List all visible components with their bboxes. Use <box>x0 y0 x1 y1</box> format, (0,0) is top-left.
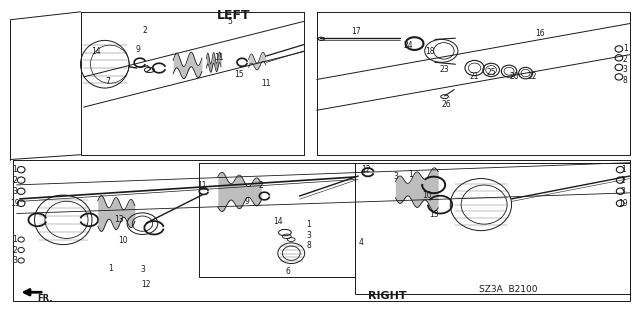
Text: 9: 9 <box>136 45 140 55</box>
Text: 12: 12 <box>361 165 371 174</box>
Text: 3: 3 <box>393 172 398 181</box>
Text: FR.: FR. <box>38 294 53 303</box>
Text: 2: 2 <box>12 246 17 255</box>
Text: 4: 4 <box>359 238 364 247</box>
Text: 11: 11 <box>197 181 207 190</box>
Text: 1: 1 <box>306 220 311 229</box>
Text: 20: 20 <box>510 72 520 81</box>
Text: 3: 3 <box>12 187 17 196</box>
Text: 11: 11 <box>261 79 271 88</box>
Text: 11: 11 <box>214 53 224 62</box>
Text: 23: 23 <box>440 65 449 74</box>
Text: 18: 18 <box>425 47 435 56</box>
Text: 3: 3 <box>306 231 311 240</box>
Text: 3: 3 <box>621 187 626 196</box>
Text: 13: 13 <box>114 215 124 224</box>
Text: 12: 12 <box>141 279 151 288</box>
Text: 3: 3 <box>12 256 17 265</box>
Text: 1: 1 <box>408 170 413 179</box>
Text: 26: 26 <box>442 100 451 109</box>
Text: 3: 3 <box>623 65 628 74</box>
Text: 10: 10 <box>422 190 432 200</box>
Text: 1: 1 <box>108 263 113 273</box>
Text: LEFT: LEFT <box>217 9 251 22</box>
Text: 3: 3 <box>140 264 145 274</box>
Text: 9: 9 <box>244 197 249 206</box>
Text: 1: 1 <box>623 44 628 54</box>
Text: 5: 5 <box>227 17 232 26</box>
Text: SZ3A  B2100: SZ3A B2100 <box>479 286 538 294</box>
Text: 6: 6 <box>285 267 291 276</box>
Text: 19: 19 <box>618 199 628 208</box>
Text: 2: 2 <box>259 181 264 190</box>
Text: 2: 2 <box>621 176 626 185</box>
Text: 21: 21 <box>470 72 479 81</box>
Text: 2: 2 <box>12 176 17 185</box>
Text: 8: 8 <box>306 241 311 250</box>
Text: 1: 1 <box>621 165 626 174</box>
Text: 17: 17 <box>351 27 360 36</box>
Text: 2: 2 <box>142 26 147 35</box>
Text: 1: 1 <box>12 235 17 244</box>
Text: 13: 13 <box>429 210 438 219</box>
Text: 14: 14 <box>92 47 101 56</box>
Text: 25: 25 <box>486 68 496 77</box>
Text: 7: 7 <box>106 77 111 86</box>
Text: 2: 2 <box>623 55 628 64</box>
Text: 22: 22 <box>527 72 537 81</box>
Text: 15: 15 <box>234 70 244 79</box>
Text: 1: 1 <box>12 165 17 174</box>
Text: 16: 16 <box>536 29 545 38</box>
Text: 24: 24 <box>403 41 413 50</box>
Text: 14: 14 <box>274 217 284 226</box>
Text: 8: 8 <box>623 76 628 85</box>
Text: 10: 10 <box>118 236 128 245</box>
Text: RIGHT: RIGHT <box>368 291 406 301</box>
Text: 19: 19 <box>10 199 20 208</box>
